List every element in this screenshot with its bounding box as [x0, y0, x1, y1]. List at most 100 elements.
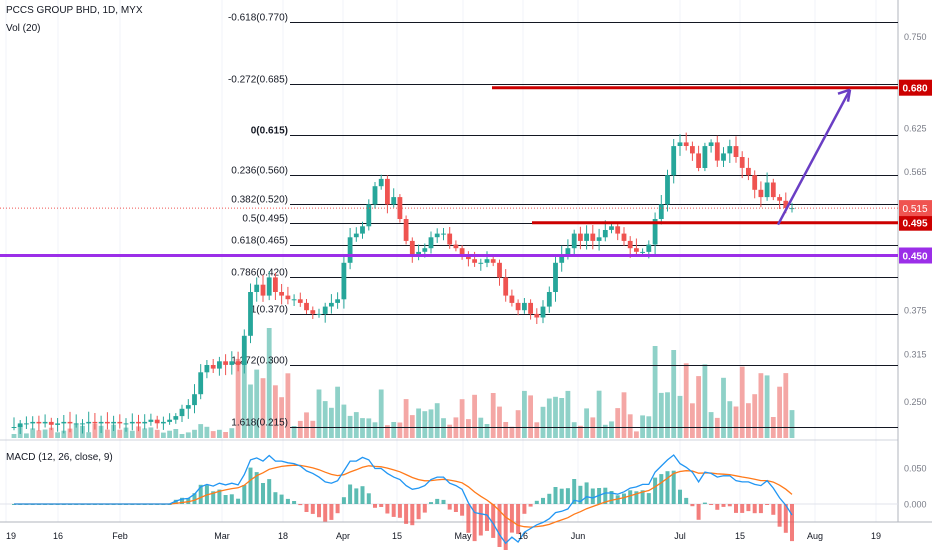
volume-bar — [42, 429, 48, 438]
candle-body — [459, 248, 465, 256]
candle-body — [546, 292, 552, 307]
candle-body — [714, 142, 720, 161]
candle-body — [497, 262, 502, 278]
candle-body — [559, 255, 565, 263]
candle-body — [310, 310, 316, 314]
volume-bar — [559, 398, 565, 438]
volume-bar — [229, 428, 235, 438]
candle-body — [366, 204, 372, 227]
volume-bar — [285, 373, 291, 438]
macd-histogram-bar — [534, 500, 539, 504]
volume-bar — [721, 377, 726, 438]
candle-body — [534, 313, 540, 318]
candle-body — [154, 419, 160, 424]
overlay: 0.515 — [0, 88, 932, 226]
volume-bar — [677, 395, 683, 438]
volume-bar — [24, 433, 29, 438]
price-tag-label: 0.450 — [902, 252, 927, 263]
candle-body — [708, 142, 714, 146]
candle-body — [696, 153, 701, 168]
macd-histogram-bar — [354, 488, 359, 504]
candle-body — [515, 302, 521, 311]
volume-bar — [30, 428, 36, 438]
volume-bar — [690, 403, 695, 438]
volume-bar — [341, 404, 347, 438]
macd-histogram-bar — [590, 488, 595, 504]
macd-histogram-bar — [453, 504, 458, 512]
axes: 0.750 0.625 0.565 0.375 0.315 0.250 0.050 0.000… — [6, 32, 927, 541]
candle-body — [472, 259, 477, 263]
volume-bar — [322, 401, 328, 438]
volume-bar — [366, 418, 372, 438]
candle-body — [434, 233, 440, 238]
volume-bar — [316, 389, 322, 438]
macd-histogram-bar — [765, 504, 770, 505]
macd-histogram-bar — [298, 504, 303, 506]
macd-histogram-bar — [622, 493, 626, 504]
volume-bar — [48, 427, 54, 438]
macd-histogram-bar — [522, 504, 527, 514]
volume-bar — [266, 328, 272, 438]
volume-bar — [503, 422, 509, 438]
candle-body — [683, 142, 689, 146]
macd-histogram-bar — [572, 479, 577, 504]
volume-bar — [329, 407, 334, 438]
volume-bar — [652, 346, 658, 438]
volume-bar — [403, 399, 409, 438]
candle-body — [11, 427, 17, 428]
macd-histogram-bar — [509, 504, 514, 533]
candle-body — [553, 262, 558, 292]
candle-body — [136, 421, 141, 424]
candle-body — [117, 421, 123, 424]
candle-body — [609, 226, 614, 230]
volume-bar — [378, 389, 384, 438]
candle-body — [783, 200, 789, 209]
volume-bar — [466, 419, 471, 438]
candle-body — [422, 248, 428, 252]
macd-histogram-bar — [397, 504, 402, 518]
candle-body — [571, 233, 577, 249]
candle-body — [335, 299, 340, 303]
candle-body — [36, 421, 42, 424]
candle-body — [702, 146, 708, 168]
candle-body — [204, 365, 210, 373]
fib-levels: -0.618(0.770) -0.272(0.685) 0(0.615) 0.236(… — [228, 13, 898, 429]
candle-body — [111, 421, 116, 424]
volume-bar — [702, 364, 708, 438]
macd-histogram-bar — [497, 504, 502, 547]
volume-bar — [391, 422, 397, 438]
candle-body — [602, 230, 608, 238]
volume-bar — [67, 428, 73, 438]
last-price-tag-bg — [899, 200, 932, 217]
candle-body — [646, 244, 652, 252]
macd-histogram-bar — [721, 504, 726, 507]
candle-body — [447, 233, 453, 245]
time-tick-label: 16 — [518, 531, 528, 541]
candle-body — [522, 302, 527, 311]
candle-body — [229, 361, 235, 365]
macd-histogram-bar — [734, 504, 738, 513]
candle-body — [92, 421, 98, 424]
volume-bar — [727, 401, 733, 438]
candle-body — [441, 233, 446, 235]
candle-body — [671, 146, 677, 176]
price-tick-label: 0.315 — [904, 350, 927, 360]
time-tick-label: Jul — [674, 531, 686, 541]
macd-histogram-bar — [628, 490, 633, 504]
candle-body — [466, 255, 471, 260]
volume-bar — [185, 432, 191, 438]
volume-bar — [596, 390, 602, 438]
macd-tick-label: 0.050 — [904, 464, 927, 474]
candle-body — [565, 248, 571, 256]
volume-bar — [92, 424, 98, 438]
macd-histogram-bar — [746, 504, 751, 512]
price-tick-label: 0.375 — [904, 306, 927, 316]
macd-histogram-bar — [777, 504, 782, 527]
macd-histogram-bar — [690, 504, 695, 507]
macd-histogram-bar — [348, 484, 353, 504]
candle-body — [48, 421, 54, 425]
candle-body — [721, 153, 726, 161]
volume-bar — [528, 395, 533, 438]
